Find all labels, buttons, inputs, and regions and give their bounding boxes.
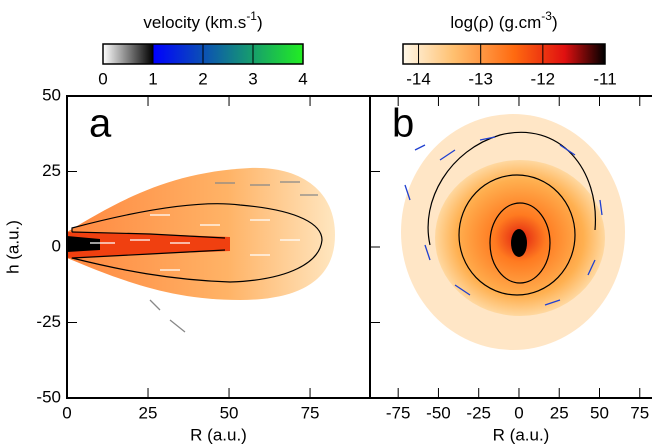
tick-label: 3 (248, 69, 257, 88)
y-tick-label: -50 (36, 387, 61, 406)
x-tick-label: 50 (220, 403, 239, 422)
x-tick-label: 50 (590, 403, 609, 422)
panel-label: a (89, 102, 112, 146)
colorbar-title: velocity (km.s-1) (143, 9, 262, 32)
title-end: ) (257, 13, 263, 32)
x-tick-label: 75 (630, 403, 649, 422)
tick-label: 1 (148, 69, 157, 88)
y-tick-label: 25 (42, 161, 61, 180)
tick-label: 0 (98, 69, 107, 88)
tick-label: -14 (406, 69, 431, 88)
y-tick-label: -25 (36, 312, 61, 331)
title-end: ) (552, 13, 558, 32)
y-tick-label: 50 (42, 85, 61, 104)
x-tick-label: 75 (301, 403, 320, 422)
tick-label: -11 (593, 69, 616, 88)
density-field-b (401, 114, 625, 350)
title-text: log(ρ) (g.cm (450, 13, 541, 32)
tick-label: -13 (468, 69, 493, 88)
x-tick-label: -75 (386, 403, 411, 422)
x-axis-label: R (a.u.) (493, 425, 550, 444)
x-tick-label: 25 (550, 403, 569, 422)
tick-label: 2 (198, 69, 207, 88)
y-axis-label: h (a.u.) (3, 220, 22, 274)
title-text: velocity (km.s (143, 13, 246, 32)
tick-label: -12 (531, 69, 556, 88)
x-tick-label: -25 (466, 403, 491, 422)
colorbar-title: log(ρ) (g.cm-3) (450, 9, 557, 32)
density-field-a (67, 167, 335, 333)
x-tick-label: 25 (139, 403, 158, 422)
x-tick-label: 0 (514, 403, 523, 422)
panel-label: b (392, 102, 414, 146)
tick-label: 4 (298, 69, 307, 88)
title-sup: -3 (541, 9, 552, 23)
x-tick-label: -50 (426, 403, 451, 422)
x-tick-label: 0 (62, 403, 71, 422)
title-sup: -1 (246, 9, 257, 23)
y-tick-label: 0 (52, 236, 61, 255)
x-axis-label: R (a.u.) (190, 425, 247, 444)
colorbar (402, 43, 606, 65)
